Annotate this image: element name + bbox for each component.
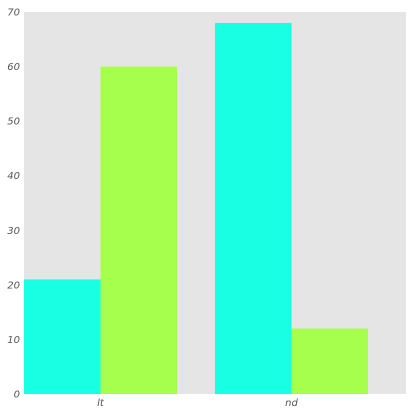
y-tick-label: 60 [7,62,20,73]
bar-lt-series-2 [100,66,177,395]
y-tick-label: 50 [7,117,20,128]
y-tick-label: 40 [7,171,20,182]
y-tick-label: 10 [7,335,20,346]
bars-group [24,22,368,395]
y-tick-label: 0 [14,390,20,401]
bar-lt-series-1 [24,279,101,394]
x-tick-label-nd: nd [285,398,298,409]
bar-nd-series-2 [291,328,368,394]
y-tick-label: 20 [7,280,20,291]
y-tick-label: 30 [7,226,20,237]
x-axis: lt nd [97,398,298,409]
y-axis: 0 10 20 30 40 50 60 70 [7,8,20,401]
bar-nd-series-1 [215,22,292,395]
x-tick-label-lt: lt [97,398,105,409]
y-tick-label: 70 [7,8,20,19]
